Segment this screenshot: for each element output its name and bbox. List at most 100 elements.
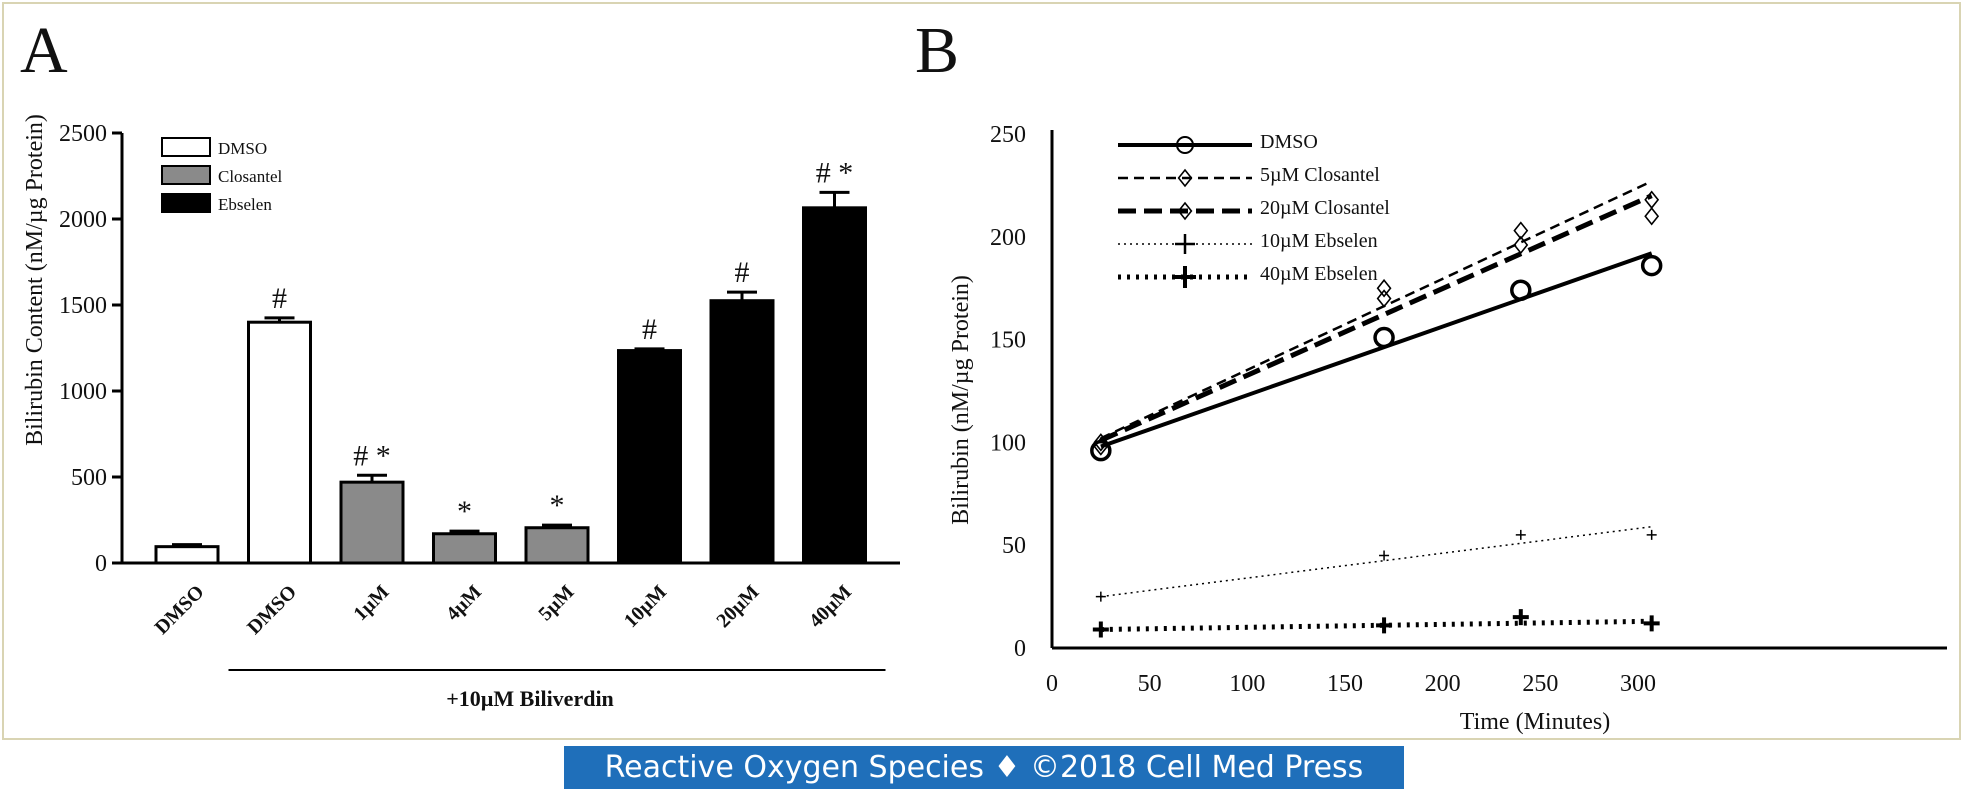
fit-line [1099,193,1653,443]
y-tick-label-a: 500 [71,465,107,491]
y-tick-label-a: 1500 [59,293,107,319]
legend-label: DMSO [218,139,267,158]
x-tick-label-b: 150 [1327,671,1363,697]
y-tick-label-a: 2500 [59,121,107,147]
point-marker [1513,221,1529,240]
point-marker [1376,289,1392,308]
bar [339,480,405,565]
legend-label: DMSO [1260,131,1318,153]
group-label: +10µM Biliverdin [446,686,614,711]
significance-label: * [457,495,472,528]
points-b [1090,190,1663,638]
y-tick-label-a: 1000 [59,379,107,405]
axes-b: 0 50 100 150 200 250 0 50 100 150 200 250 300 [990,122,1947,697]
fit-line [1100,180,1653,440]
point-marker [1376,617,1393,634]
fit-line [1100,251,1653,449]
x-tick-label-a: DMSO [151,581,209,639]
significance-label: # [272,282,287,315]
bar-chart-a: Bilirubin Content (nM/µg Protein) +10µM … [22,114,900,711]
point-marker [1515,529,1526,540]
point-marker [1643,615,1660,632]
fit-lines-b [1099,180,1653,632]
point-marker [1512,609,1529,626]
point-marker [1513,235,1529,255]
x-tick-label-a: 4µM [442,581,486,625]
x-tick-label-b: 100 [1229,671,1265,697]
footer-caption: Reactive Oxygen Species ♦ ©2018 Cell Med… [564,746,1404,789]
x-tick-label-b: 300 [1620,671,1656,697]
legend-swatch [161,137,211,157]
legend-label: Closantel [218,167,282,186]
bar [524,526,590,565]
bar [247,320,312,565]
x-tick-label-a: 20µM [712,581,763,632]
legend-a: DMSO Closantel Ebselen [161,137,282,214]
legend-b: DMSO 5µM Closantel 20µM Closantel 10µM Ebse… [1118,131,1390,288]
x-tick-label-b: 250 [1522,671,1558,697]
significance-label: # * [353,439,391,472]
x-tick-label-b: 0 [1046,671,1058,697]
legend-swatch [161,165,211,185]
x-tick-label-a: DMSO [243,581,301,639]
y-tick-label-a: 2000 [59,207,107,233]
significance-label: # [642,313,657,346]
y-tick-label-b: 150 [990,328,1026,354]
significance-label: # * [816,156,854,189]
bar [709,299,775,565]
x-tick-label-a: 40µM [805,581,856,632]
y-tick-label-b: 0 [1014,636,1026,662]
point-marker [1176,136,1194,154]
x-tick-label-b: 200 [1425,671,1461,697]
x-tick-label-a: 5µM [534,581,578,625]
x-axis-label-b: Time (Minutes) [1460,709,1610,735]
point-marker [1174,266,1196,288]
point-marker [1093,437,1109,456]
point-marker [1644,206,1660,226]
point-marker [1092,621,1109,638]
x-tick-label-b: 50 [1138,671,1162,697]
scatter-chart-b: Bilirubin (nM/µg Protein) Time (Minutes)… [948,122,1947,735]
legend-label: 20µM Closantel [1260,197,1390,219]
y-tick-label-a: 0 [95,551,107,577]
point-marker [1644,190,1660,210]
bar [802,206,867,565]
y-axis-label-b: Bilirubin (nM/µg Protein) [948,275,974,525]
point-marker [1175,234,1195,254]
point-marker [1093,433,1109,452]
legend-label: 10µM Ebselen [1260,230,1378,252]
panel-label-b: B [915,14,959,87]
x-tick-label-a: 10µM [620,581,671,632]
legend-label: 40µM Ebselen [1260,263,1378,285]
point-marker [1376,278,1392,298]
figure-frame [2,2,1961,740]
point-marker [1090,439,1112,462]
y-tick-label-b: 100 [990,430,1026,456]
bars-a: DMSO # DMSO # * 1µM * 4µM * 5µM #10µM #20µM # * 40µM [151,156,867,639]
legend-swatch [161,193,211,213]
legend-label: 5µM Closantel [1260,164,1380,186]
point-marker [1095,591,1106,602]
point-marker [1177,201,1193,221]
bar [617,349,682,565]
fit-line [1100,525,1652,598]
figure: A B Bilirubin Content (nM/µg Protein) +1… [20,14,1947,735]
bar [154,545,220,565]
x-tick-label-a: 1µM [349,581,393,625]
point-marker [1177,168,1193,188]
y-tick-label-b: 200 [990,225,1026,251]
point-marker [1379,550,1390,561]
legend-label: Ebselen [218,195,272,214]
fit-line [1100,618,1652,632]
point-marker [1373,326,1395,349]
point-marker [1510,279,1532,302]
y-tick-label-b: 250 [990,122,1026,148]
panel-label-a: A [20,14,68,87]
point-marker [1640,254,1663,277]
y-tick-label-b: 50 [1002,533,1026,559]
bar [432,532,497,565]
y-axis-label-a: Bilirubin Content (nM/µg Protein) [22,114,48,446]
significance-label: * [550,489,565,522]
significance-label: # [735,256,750,289]
point-marker [1646,529,1657,540]
